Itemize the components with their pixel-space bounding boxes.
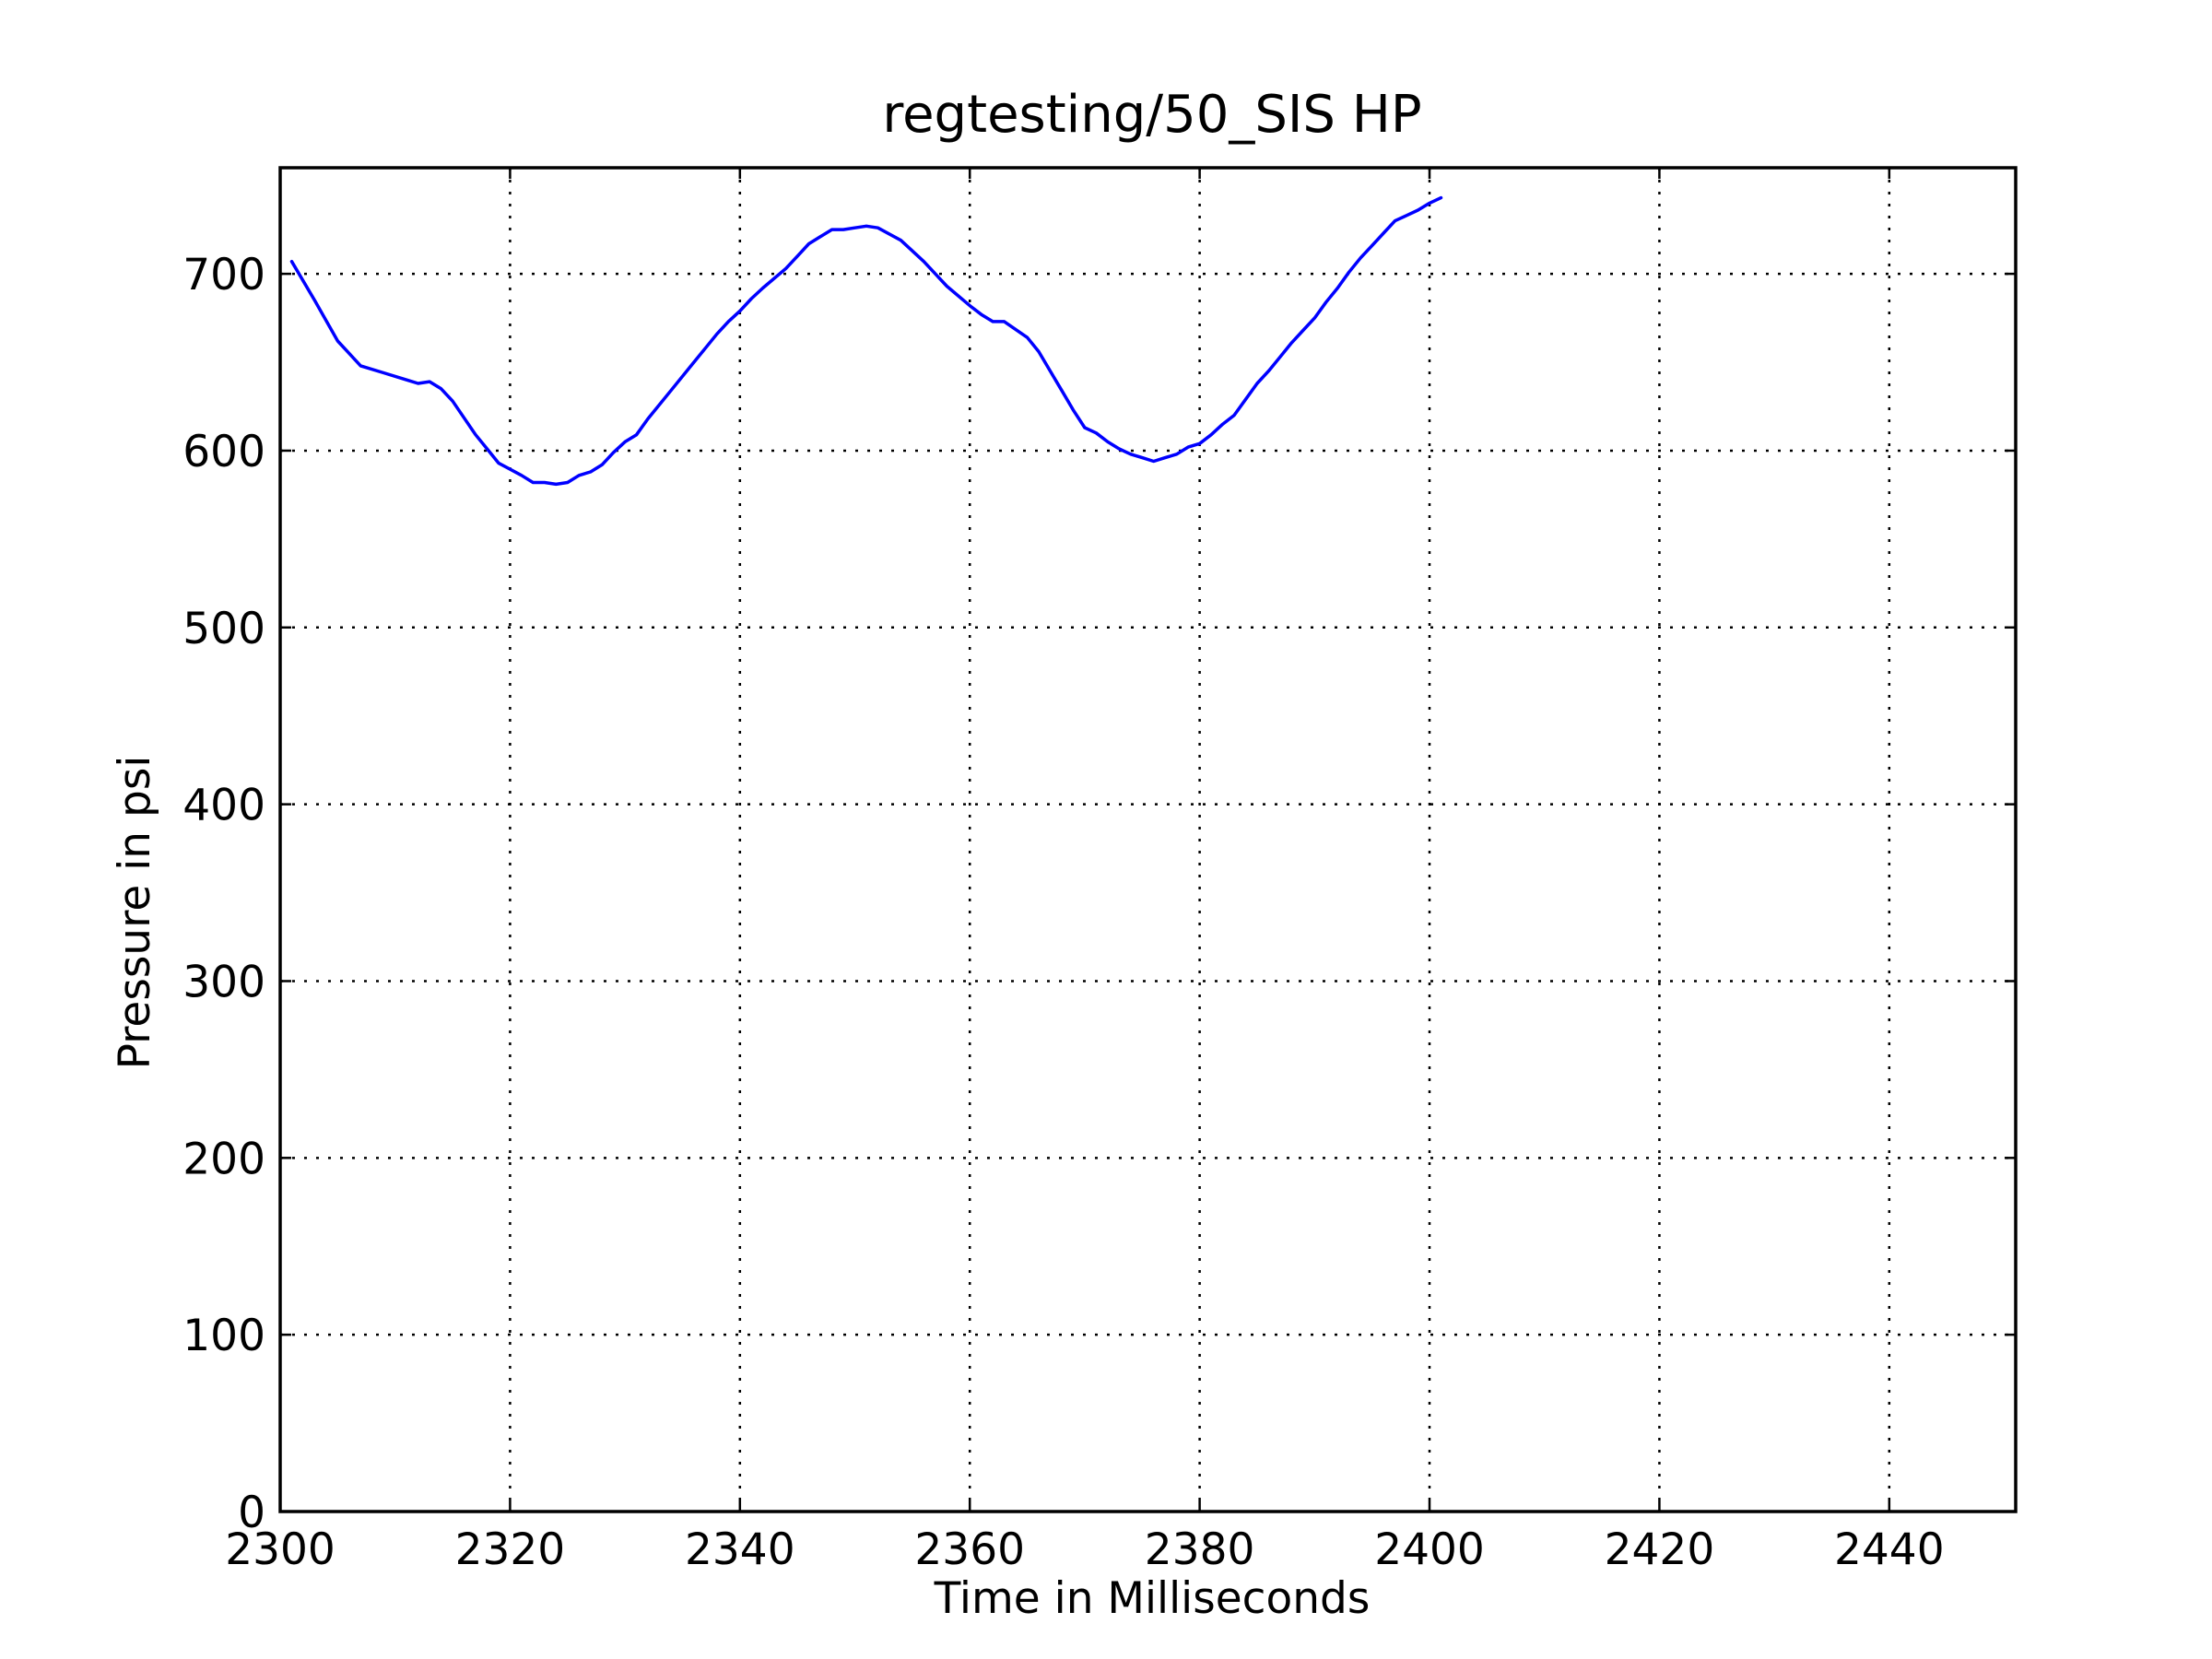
y-tick-label: 400 [182,781,265,831]
series-layer [289,195,1443,487]
x-tick-label: 2380 [1145,1524,1255,1575]
plot-area-frame [278,166,2018,1513]
y-tick-labels: 0 100 200 300 400 500 600 700 [182,250,265,1538]
y-tick-label: 500 [182,604,265,654]
x-tick-label: 2320 [455,1524,566,1575]
x-tick-label: 2360 [914,1524,1025,1575]
chart-title: regtesting/50_SIS HP [882,85,1421,145]
x-tick-label: 2440 [1834,1524,1945,1575]
y-tick-label: 100 [182,1311,265,1361]
y-tick-label: 0 [238,1488,265,1538]
x-tick-label: 2340 [685,1524,795,1575]
series-line [289,195,1443,487]
x-tick-label: 2300 [225,1524,335,1575]
y-axis-label: Pressure in psi [110,756,160,1070]
y-tick-label: 300 [182,957,265,1007]
grid-lines [280,168,2016,1512]
x-axis-label: Time in Milliseconds [934,1573,1371,1624]
x-tick-labels: 2300 2320 2340 2360 2380 2400 2420 2440 [225,1524,1944,1575]
x-tick-label: 2420 [1605,1524,1715,1575]
x-tick-label: 2400 [1374,1524,1485,1575]
y-tick-label: 600 [182,427,265,477]
y-tick-label: 700 [182,250,265,300]
y-tick-label: 200 [182,1134,265,1184]
